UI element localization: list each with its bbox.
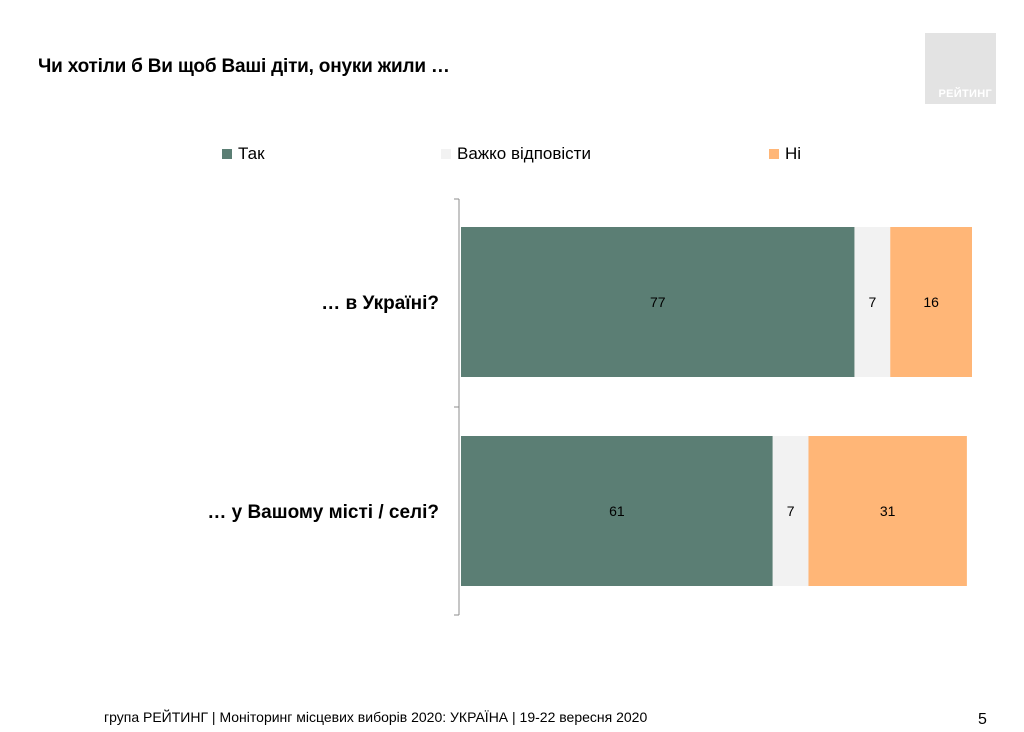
footer-source: група РЕЙТИНГ | Моніторинг місцевих вибо… (104, 709, 648, 725)
legend-item-yes: Так (222, 144, 265, 164)
bar-segment-hard (772, 436, 809, 586)
data-label: 7 (787, 503, 795, 519)
bar-segment-hard (854, 227, 891, 377)
data-label: 61 (609, 503, 625, 519)
legend-swatch-yes (222, 149, 232, 159)
legend-item-hard: Важко відповісти (441, 144, 591, 164)
bar-segment-no (890, 227, 972, 377)
legend-label-no: Ні (785, 144, 802, 163)
bar-segment-yes (461, 227, 855, 377)
category-label: … в Україні? (321, 293, 439, 314)
legend-item-no: Ні (769, 144, 801, 164)
logo-text: РЕЙТИНГ (938, 88, 992, 100)
bar-segment-no (808, 436, 967, 586)
legend-label-yes: Так (238, 144, 265, 163)
legend-swatch-hard (441, 149, 451, 159)
data-label: 16 (923, 294, 939, 310)
page-number: 5 (978, 711, 987, 728)
legend: Так Важко відповісти Ні (0, 144, 1024, 166)
data-label: 7 (868, 294, 876, 310)
bar-segment-yes (461, 436, 773, 586)
rating-logo: РЕЙТИНГ (925, 33, 996, 104)
data-label: 77 (650, 294, 666, 310)
category-label: … у Вашому місті / селі? (207, 502, 439, 523)
legend-label-hard: Важко відповісти (457, 144, 591, 163)
data-label: 31 (880, 503, 896, 519)
legend-swatch-no (769, 149, 779, 159)
chart-title: Чи хотіли б Ви щоб Ваші діти, онуки жили… (38, 56, 450, 77)
